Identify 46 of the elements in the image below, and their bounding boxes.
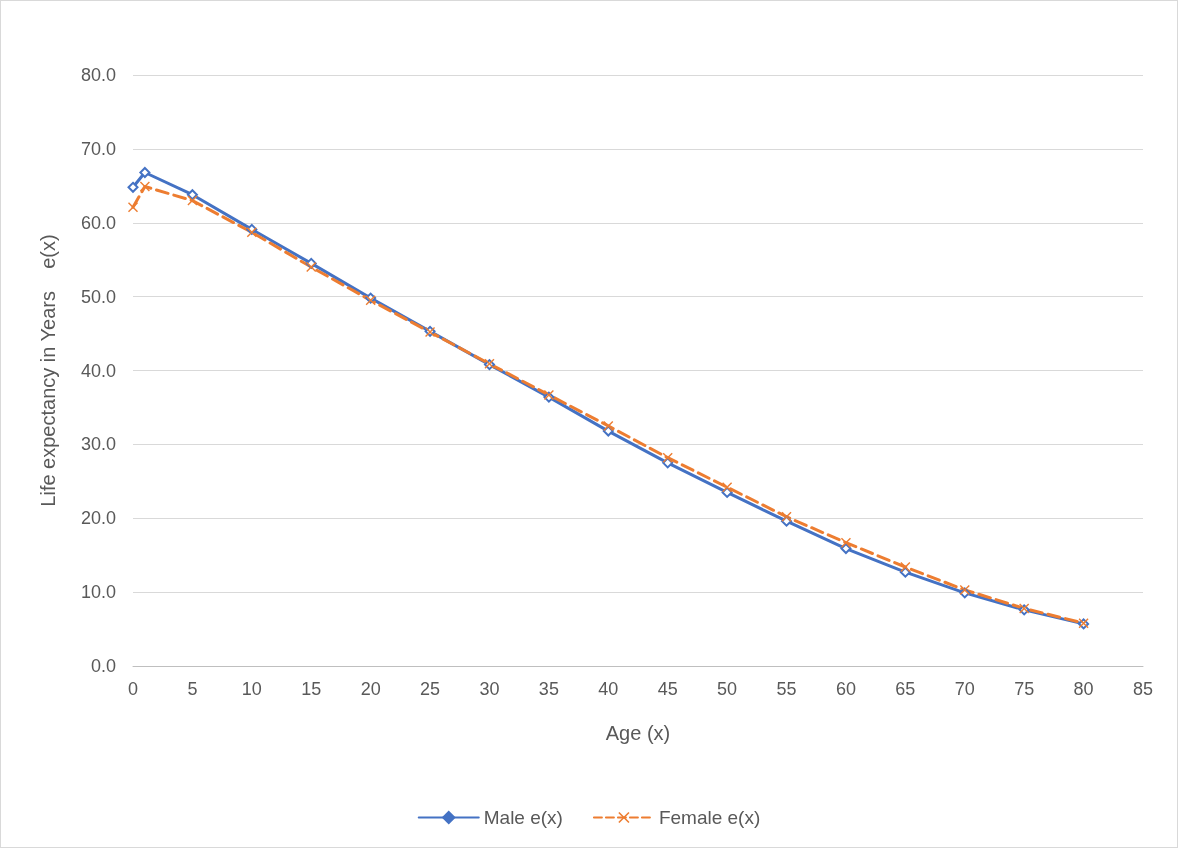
y-tick-label: 40.0 [80,360,116,381]
y-tick-label: 60.0 [80,212,116,233]
x-axis-title: Age (x) [605,722,671,744]
x-tick-label: 5 [187,679,198,699]
x-tick-label: 85 [1132,679,1154,699]
x-tick-label: 35 [538,679,559,699]
point [959,584,970,595]
x-tick-label: 0 [127,679,139,699]
x-tick-label: 55 [776,679,797,699]
point [781,511,792,522]
x-tick-label: 50 [717,679,738,699]
x-tick-label: 80 [1073,679,1094,699]
y-axis-title: Life expectancy in Years e(x) [37,234,59,507]
x-tick-label: 10 [241,679,262,699]
y-tick-label: 30.0 [80,434,116,455]
point [662,452,673,463]
point [187,195,198,206]
x-tick-label: 25 [420,679,441,699]
x-tick-label: 15 [301,679,322,699]
legend-label: Male e(x) [483,807,563,828]
x-tick-label: 40 [598,679,619,699]
point [139,167,151,179]
y-tick-label: 0.0 [90,656,116,676]
point [127,181,139,193]
x-tick-label: 30 [479,679,500,699]
y-tick-label: 70.0 [80,138,116,159]
point [603,420,614,431]
y-tick-label: 20.0 [80,508,116,529]
x-tick-label: 20 [360,679,381,699]
point [128,202,138,213]
point [306,262,317,273]
x-tick-label: 45 [657,679,678,699]
x-tick-label: 70 [954,679,975,699]
legend-label: Female e(x) [658,807,761,828]
point [722,482,733,493]
y-tick-label: 50.0 [80,286,116,307]
x-tick-label: 75 [1014,679,1035,699]
point [246,227,257,238]
point [900,562,911,573]
point [840,537,851,548]
y-tick-label: 10.0 [80,582,116,603]
point [139,181,150,192]
x-tick-label: 65 [895,679,916,699]
point [840,543,852,555]
y-tick-label: 80.0 [80,65,116,85]
x-tick-label: 60 [835,679,856,699]
